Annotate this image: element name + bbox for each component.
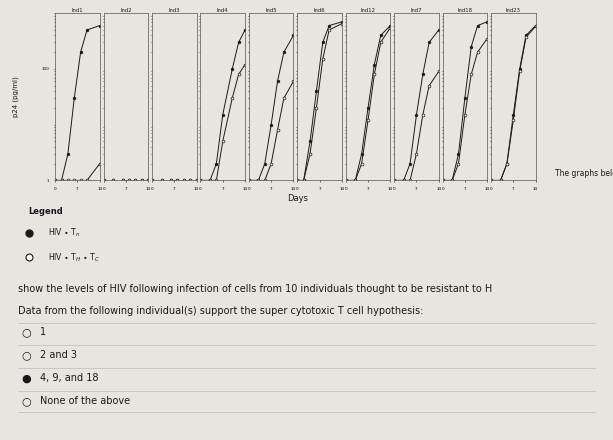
Text: p24 (pg/ml): p24 (pg/ml): [12, 77, 18, 117]
Title: Ind7: Ind7: [411, 8, 422, 13]
Title: Ind5: Ind5: [265, 8, 277, 13]
Text: HIV $\bullet$ T$_H$ $\bullet$ T$_C$: HIV $\bullet$ T$_H$ $\bullet$ T$_C$: [48, 251, 100, 264]
Text: ●: ●: [21, 374, 31, 383]
Title: Ind4: Ind4: [217, 8, 229, 13]
Text: 4, 9, and 18: 4, 9, and 18: [40, 374, 98, 383]
Text: ○: ○: [21, 350, 31, 360]
Text: HIV $\bullet$ T$_n$: HIV $\bullet$ T$_n$: [48, 227, 80, 239]
Text: 2 and 3: 2 and 3: [40, 350, 77, 360]
Text: Data from the following individual(s) support the super cytotoxic T cell hypothe: Data from the following individual(s) su…: [18, 306, 424, 316]
Title: Ind3: Ind3: [169, 8, 180, 13]
Title: Ind12: Ind12: [360, 8, 376, 13]
Title: Ind2: Ind2: [120, 8, 132, 13]
Text: None of the above: None of the above: [40, 396, 130, 406]
Text: ○: ○: [21, 396, 31, 406]
Title: Ind6: Ind6: [314, 8, 326, 13]
Text: The graphs below: The graphs below: [555, 169, 613, 178]
Text: show the levels of HIV following infection of cells from 10 individuals thought : show the levels of HIV following infecti…: [18, 284, 493, 294]
Title: Ind23: Ind23: [506, 8, 520, 13]
Text: 1: 1: [40, 327, 46, 337]
Text: Legend: Legend: [29, 207, 63, 216]
Text: Days: Days: [287, 194, 308, 203]
Title: Ind18: Ind18: [457, 8, 473, 13]
Title: Ind1: Ind1: [72, 8, 83, 13]
Text: ○: ○: [21, 327, 31, 337]
